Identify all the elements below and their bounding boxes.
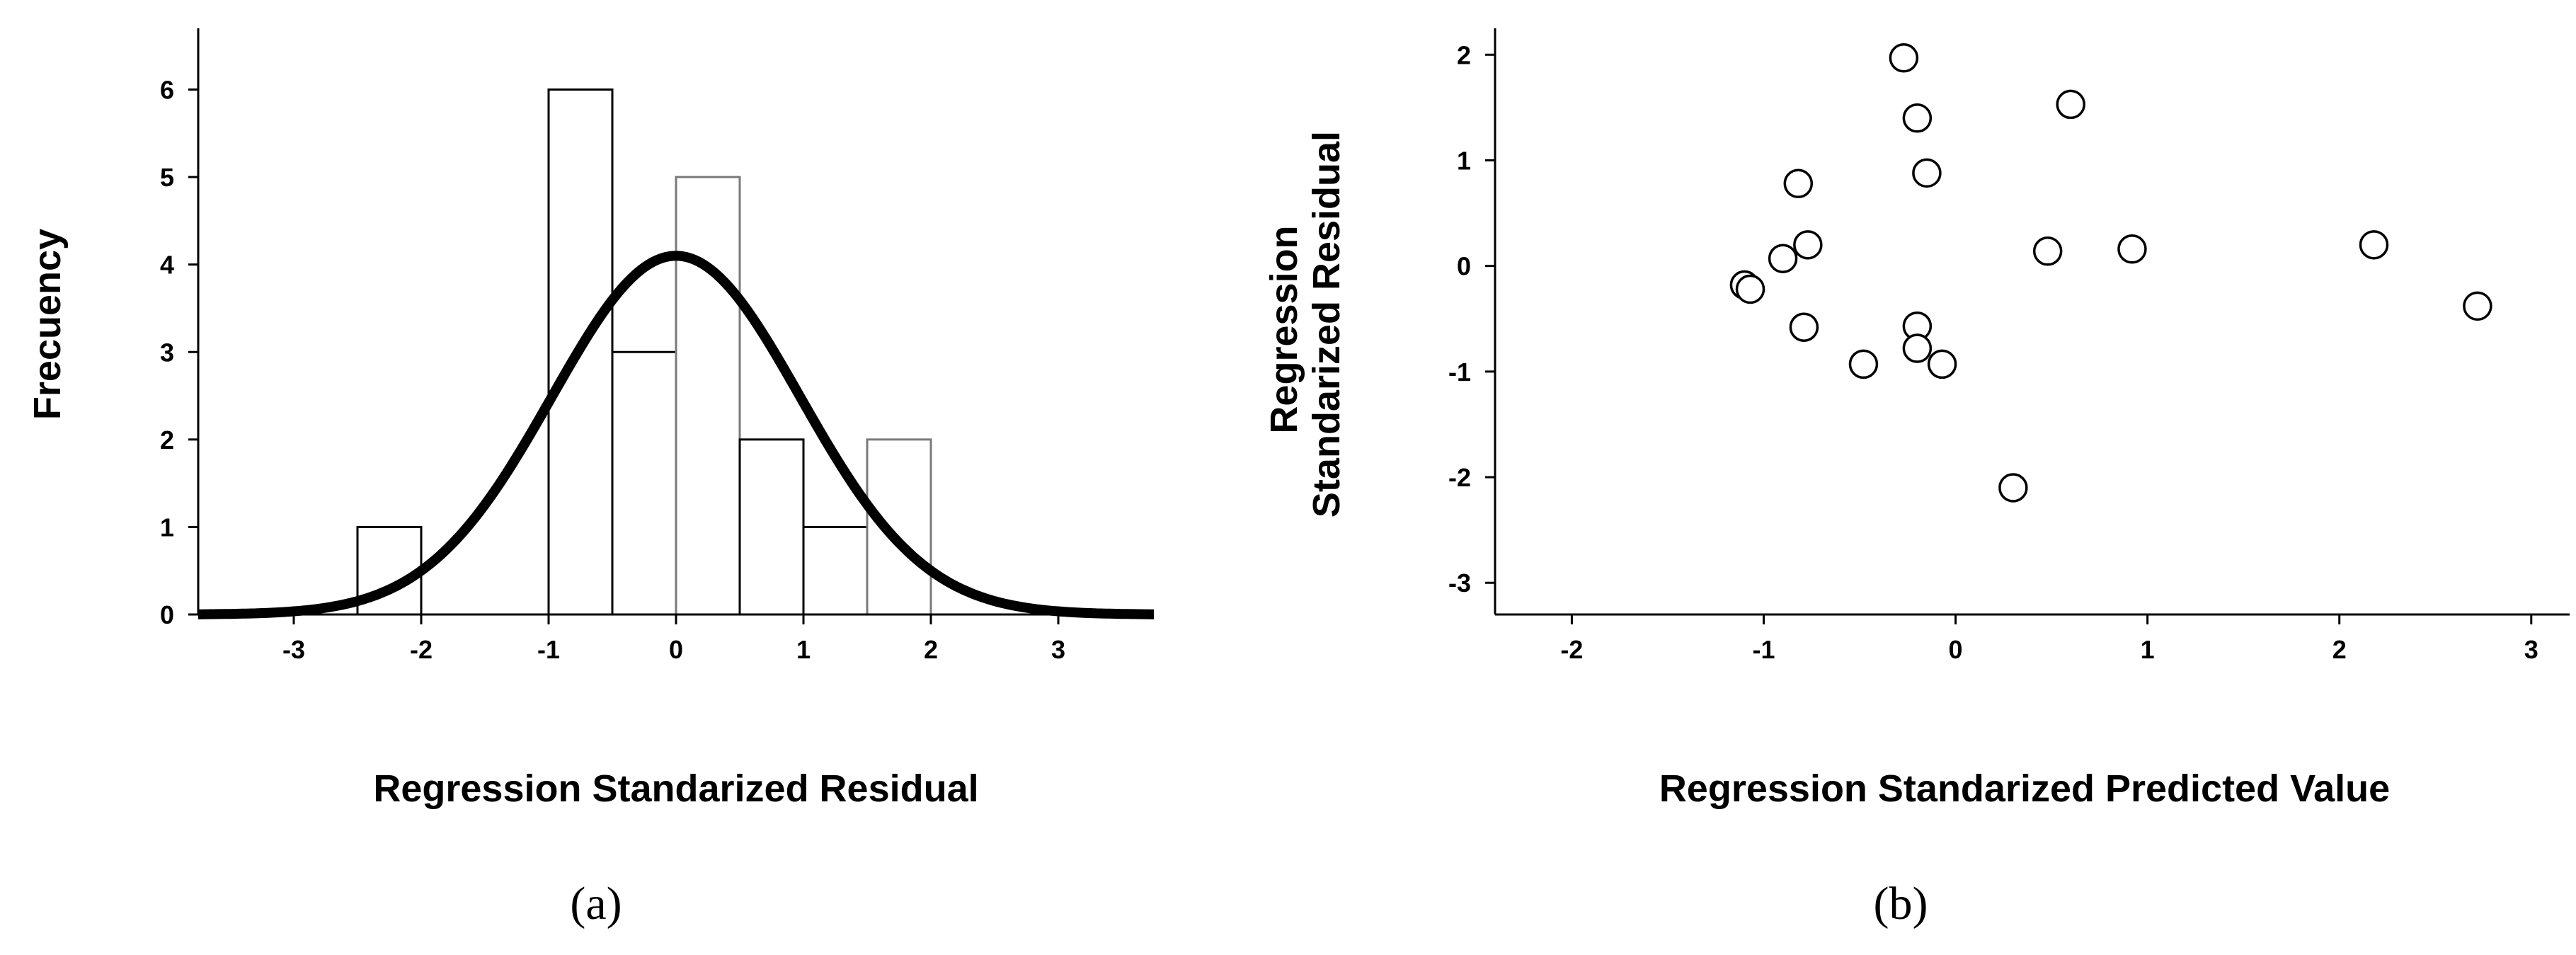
scatter-y-tick-label: 2: [1457, 40, 1471, 69]
scatter-point: [2056, 89, 2085, 120]
scatter-point: [1902, 333, 1933, 363]
scatter-x-tick-label: -2: [1560, 635, 1583, 664]
panel-label-b: (b): [1874, 878, 1928, 930]
histogram-bar: [802, 525, 869, 616]
histogram-x-tick-label: 0: [669, 635, 683, 664]
scatter-point: [1889, 43, 1919, 73]
scatter-x-axis-title: Regression Standarized Predicted Value: [1659, 767, 2390, 810]
normal-curve: [196, 251, 1156, 619]
scatter-point: [1789, 312, 1819, 342]
histogram-x-tick-label: 3: [1051, 635, 1065, 664]
histogram-bar: [611, 350, 677, 616]
histogram-y-tick-label: 4: [160, 251, 174, 280]
scatter-point: [1927, 349, 1957, 379]
scatter-point: [2359, 230, 2389, 260]
scatter-x-tick-label: -1: [1752, 635, 1775, 664]
scatter-x-ticks: -2 -1 0 1 2 3: [1560, 614, 2538, 664]
scatter-y-tick-label: -3: [1448, 568, 1471, 597]
scatter-point: [1793, 230, 1823, 260]
histogram-y-tick-label: 2: [160, 425, 174, 454]
scatter-point: [1998, 473, 2028, 503]
scatter-point: [2463, 291, 2492, 321]
scatter-y-tick-label: -1: [1448, 358, 1471, 387]
scatter-y-tick-label: -2: [1448, 463, 1471, 492]
histogram-x-tick-label: 2: [924, 635, 938, 664]
histogram-y-tick-label: 6: [160, 76, 174, 105]
histogram-x-tick-label: -3: [282, 635, 305, 664]
histogram-y-tick-label: 5: [160, 163, 174, 192]
scatter-point: [1912, 158, 1942, 188]
histogram-x-tick-label: -1: [537, 635, 560, 664]
scatter-point: [1768, 244, 1798, 273]
scatter-points: [1729, 43, 2492, 503]
scatter-panel: -2 -1 0 1 2 3 -3 -2 -1 0 1 2 Regression Standarize…: [1263, 28, 2570, 930]
scatter-point: [2117, 234, 2147, 264]
histogram-panel: -3 -2 -1 0 1 2 3 0 1 2 3 4 5 6 Regression Standarize…: [26, 28, 1156, 930]
scatter-point: [1848, 349, 1879, 379]
histogram-x-ticks: -3 -2 -1 0 1 2 3: [282, 614, 1065, 664]
histogram-bars: [356, 88, 932, 616]
scatter-x-tick-label: 2: [2332, 635, 2347, 664]
scatter-x-tick-label: 0: [1949, 635, 1963, 664]
scatter-point: [1783, 168, 1814, 199]
scatter-point: [2032, 236, 2063, 266]
scatter-y-tick-label: 0: [1457, 252, 1471, 281]
histogram-y-axis-title: Frecuency: [26, 229, 69, 420]
histogram-x-tick-label: -2: [410, 635, 433, 664]
histogram-x-axis-title: Regression Standarized Residual: [373, 767, 978, 810]
histogram-bar: [738, 438, 805, 616]
scatter-x-tick-label: 3: [2524, 635, 2538, 664]
scatter-y-axis-title: Regression Standarized Residual: [1263, 131, 1348, 517]
histogram-y-tick-label: 1: [160, 513, 174, 542]
scatter-point: [1902, 103, 1933, 133]
scatter-y-axis-title-line-2: Standarized Residual: [1305, 131, 1348, 517]
scatter-y-ticks: -3 -2 -1 0 1 2: [1448, 40, 1495, 597]
scatter-point: [1735, 274, 1765, 304]
scatter-y-tick-label: 1: [1457, 146, 1471, 175]
histogram-y-tick-label: 3: [160, 338, 174, 367]
histogram-bar: [675, 176, 741, 616]
histogram-y-tick-label: 0: [160, 600, 174, 629]
scatter-x-tick-label: 1: [2141, 635, 2155, 664]
panel-label-a: (a): [570, 878, 622, 930]
histogram-y-ticks: 0 1 2 3 4 5 6: [160, 76, 198, 629]
scatter-y-axis-title-line-1: Regression: [1263, 225, 1305, 433]
histogram-bar: [866, 438, 932, 616]
histogram-x-tick-label: 1: [796, 635, 811, 664]
